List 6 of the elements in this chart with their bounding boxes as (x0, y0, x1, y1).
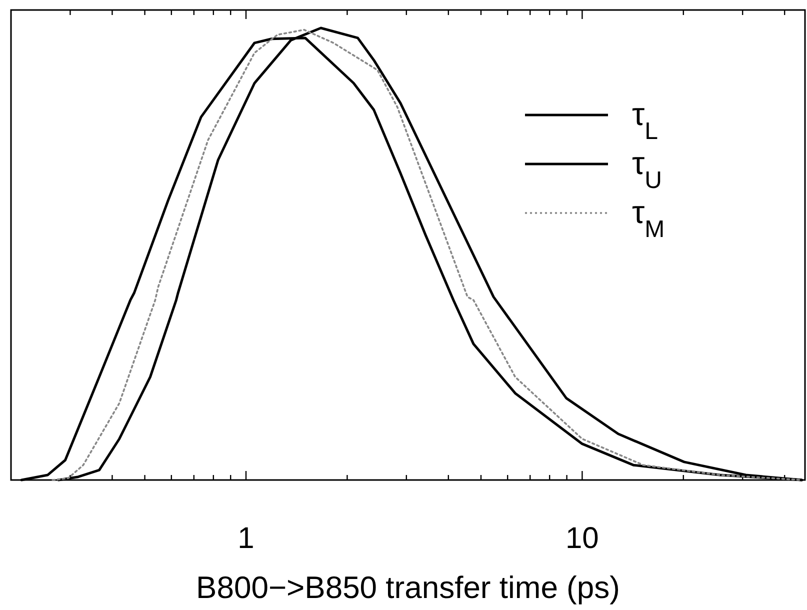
legend-label: τ$_{L}$ (632, 96, 658, 144)
legend-label: τ$_{U}$ (632, 145, 662, 194)
legend-label: τ$_{M}$ (632, 194, 665, 242)
x-tick-label: 1 (238, 522, 254, 555)
x-axis-title: B800−>B850 transfer time (ps) (196, 570, 620, 605)
x-tick-label: 10 (565, 522, 599, 555)
